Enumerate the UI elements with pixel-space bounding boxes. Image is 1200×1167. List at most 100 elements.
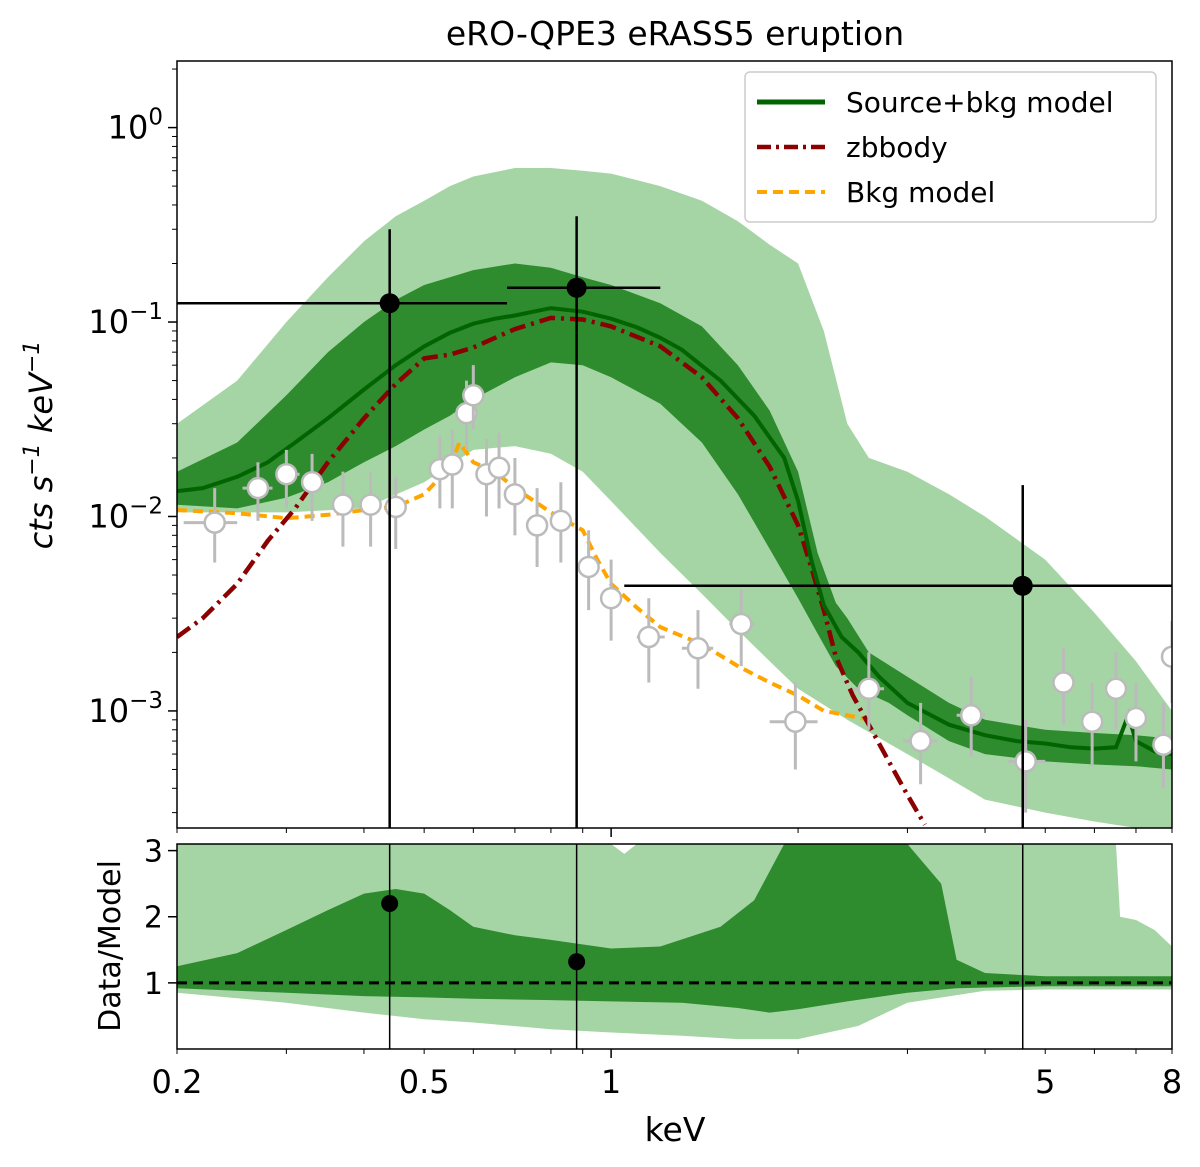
bkg-marker (857, 677, 881, 701)
bkg-marker (1152, 733, 1172, 756)
bkg-marker (729, 612, 753, 636)
y-label-main: cts s (22, 476, 60, 550)
source-marker (379, 293, 400, 314)
bkg-marker (503, 483, 527, 506)
x-tick-label: 5 (1035, 1063, 1055, 1101)
model-lines (177, 306, 1172, 826)
bkg-data-point (729, 589, 755, 667)
source-data-point (177, 229, 508, 828)
top-plot-frame (176, 60, 1173, 829)
bkg-data-point (577, 530, 600, 611)
bkg-marker (637, 625, 661, 649)
bkg-marker (1052, 671, 1075, 694)
x-axis-label: keV (645, 1110, 706, 1149)
source-data-point (507, 216, 661, 828)
model-bands (177, 168, 1172, 828)
ratio-marker (381, 895, 399, 913)
bkg-data-point (852, 652, 884, 730)
bkg-data-point (636, 598, 665, 683)
bkg-data-point (525, 488, 549, 567)
bkg-marker (203, 511, 226, 534)
source-data-point (624, 485, 1172, 828)
y-tick-exp: −1 (129, 299, 163, 325)
bkg-data-point (503, 457, 527, 536)
legend-label-source-model: Source+bkg model (846, 86, 1113, 119)
bkg-marker (331, 493, 355, 516)
y-label-exp2: −1 (20, 341, 45, 373)
ratio-y-tick-label: 2 (144, 901, 163, 936)
x-tick-label: 0.5 (399, 1063, 450, 1101)
bkg-marker (462, 384, 485, 407)
bkg-data-point (599, 559, 623, 641)
bkg-marker (275, 462, 298, 486)
ratio-data-point (381, 844, 399, 1049)
ratio-y-tick-label: 1 (144, 967, 163, 1002)
bkg-data-point (1152, 702, 1172, 789)
bkg-data-point (183, 488, 238, 563)
bottom-axis-ticks: 1 2 3 0.2 0.5 1 5 8 (144, 835, 1182, 1101)
ratio-bands (177, 844, 1172, 1040)
y-tick-exp: −3 (129, 688, 163, 714)
bkg-marker (359, 493, 382, 516)
bkg-data-point (462, 365, 485, 430)
bkg-data-point (681, 610, 714, 689)
bkg-data-point (1124, 682, 1148, 762)
bkg-marker (686, 637, 710, 660)
bkg-marker (1080, 710, 1104, 733)
bkg-data-point (300, 453, 325, 521)
bkg-marker (300, 470, 324, 494)
ratio-marker (568, 953, 586, 971)
y-tick-base: 10 (88, 303, 129, 341)
y-tick-base: 10 (108, 109, 149, 147)
legend-label-zbbody: zbbody (846, 131, 948, 164)
y-axis-label: cts s−1 keV−1 (20, 341, 60, 550)
bkg-data-point (1052, 648, 1075, 725)
legend-box (744, 71, 1157, 223)
chart-title: eRO-QPE3 eRASS5 eruption (446, 14, 904, 53)
bkg-marker (1104, 677, 1128, 701)
x-tick-label: 8 (1162, 1063, 1182, 1101)
bkg-marker (487, 456, 511, 480)
source-marker (1012, 575, 1033, 596)
source-model-line (177, 306, 1172, 757)
bkg-marker (909, 729, 932, 753)
bkg-data-point (331, 471, 355, 547)
bkg-data-point (1080, 682, 1104, 767)
bkg-marker (577, 555, 600, 579)
bkg-marker (959, 704, 983, 727)
bottom-plot-frame (176, 843, 1173, 1050)
y-tick-base: 10 (88, 692, 129, 730)
ratio-y-tick-label: 3 (144, 835, 163, 870)
ratio-data-points (381, 844, 1024, 1049)
source-data-points (177, 216, 1172, 828)
bkg-marker (599, 586, 623, 610)
bkg-data-point (1160, 621, 1172, 703)
y-tick-label: 10−1 (88, 299, 163, 341)
bkg-marker (246, 476, 270, 500)
y-label-unit: keV (22, 371, 60, 443)
bkg-data-point (1104, 652, 1128, 730)
ratio-inner-band (177, 844, 1172, 1013)
bkg-data-point (475, 439, 498, 517)
bkg-data-point (549, 482, 573, 563)
bkg-marker (549, 509, 573, 533)
bkg-marker (441, 453, 464, 476)
bkg-data-point (487, 432, 511, 509)
bkg-marker (525, 514, 549, 537)
background-data-points (183, 365, 1172, 813)
bkg-marker (1124, 706, 1148, 730)
bkg-data-point (242, 462, 273, 521)
bkg-data-point (359, 471, 382, 547)
bkg-data-point (441, 429, 464, 509)
y-label-exp1: −1 (20, 443, 45, 475)
y-tick-exp: −2 (129, 493, 163, 519)
bkg-marker (784, 710, 807, 733)
bkg-data-point (1007, 719, 1046, 813)
inner-confidence-band (177, 263, 1172, 770)
bkg-marker (1014, 750, 1037, 773)
x-tick-label: 1 (601, 1063, 621, 1101)
ratio-y-axis-label: Data/Model (93, 860, 128, 1032)
legend-label-bkg-model: Bkg model (846, 176, 995, 209)
